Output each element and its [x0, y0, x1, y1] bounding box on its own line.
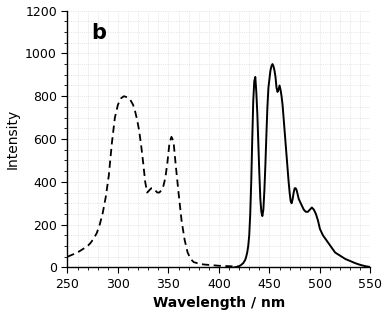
Text: b: b — [92, 23, 107, 43]
X-axis label: Wavelength / nm: Wavelength / nm — [153, 296, 285, 310]
Y-axis label: Intensity: Intensity — [5, 109, 19, 169]
